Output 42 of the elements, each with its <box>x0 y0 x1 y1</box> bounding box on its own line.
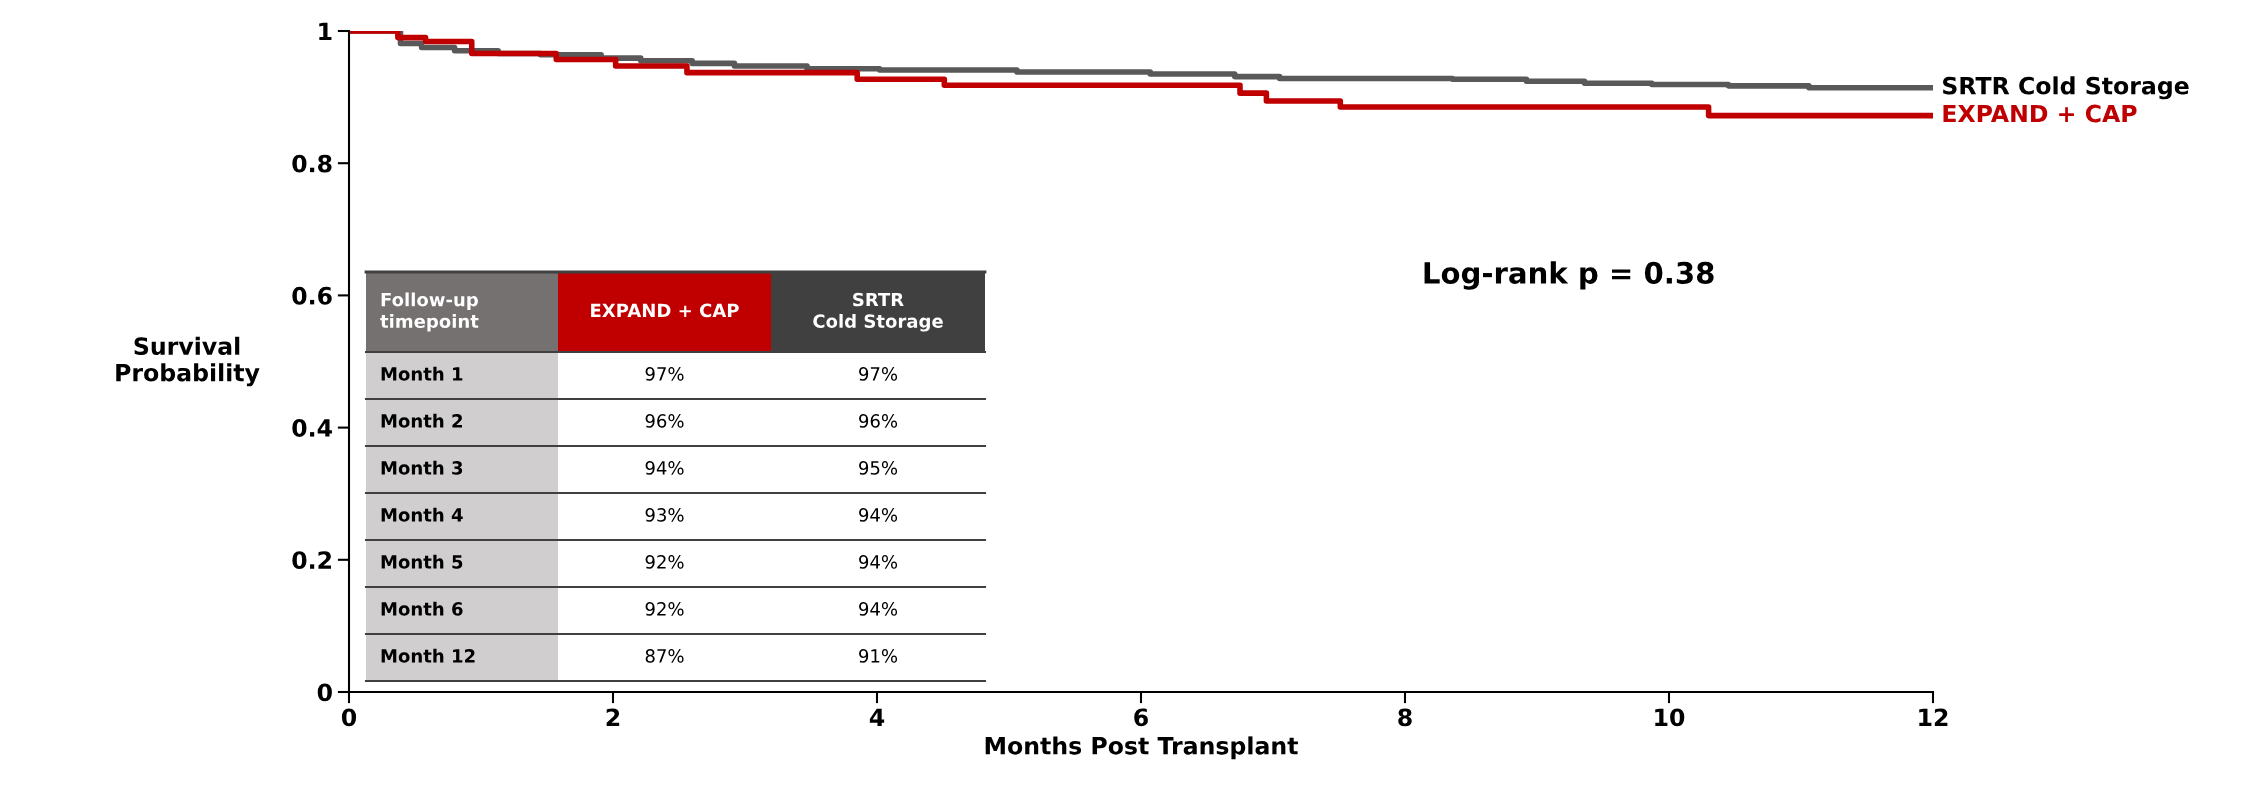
annotation: 94% <box>859 508 898 522</box>
annotation: 92% <box>645 555 684 569</box>
annotation: 91% <box>859 649 898 663</box>
y-tick-label: 0 <box>317 683 332 702</box>
annotation: 96% <box>859 414 898 428</box>
x-tick-label: 2 <box>606 708 620 726</box>
x-tick-label: 6 <box>1134 708 1148 727</box>
annotation: Month 3 <box>381 460 463 475</box>
annotation: 94% <box>859 555 898 569</box>
annotation: EXPAND + CAP <box>591 303 739 318</box>
annotation: 92% <box>645 602 684 616</box>
annotation: 93% <box>645 508 684 522</box>
x-tick-label: 0 <box>341 708 357 727</box>
x-tick-label: 12 <box>1919 708 1948 726</box>
y-tick-label: 0.8 <box>292 154 332 173</box>
annotation: Month 2 <box>381 413 462 428</box>
series-label: EXPAND + CAP <box>1943 104 2137 123</box>
annotation: 87% <box>645 649 684 663</box>
annotation: SRTR Cold Storage <box>813 292 943 332</box>
annotation: Log-rank p = 0.38 <box>1424 261 1714 290</box>
y-tick-label: 1 <box>319 22 332 40</box>
annotation: 94% <box>859 602 898 616</box>
y-tick-label: 0.6 <box>292 286 332 305</box>
annotation: Follow-up timepoint <box>380 292 479 332</box>
y-tick-label: 0.2 <box>292 551 331 570</box>
annotation: Month 4 <box>381 507 463 522</box>
x-tick-label: 4 <box>869 708 885 726</box>
annotation: 97% <box>645 367 684 381</box>
annotation: 96% <box>645 414 684 428</box>
x-tick-label: 10 <box>1655 708 1685 727</box>
annotation: 97% <box>859 367 898 381</box>
y-tick-label: 0.4 <box>292 419 332 437</box>
annotation: Month 5 <box>381 554 463 569</box>
annotation: Month 1 <box>381 366 463 381</box>
y-axis-title: Survival Probability <box>116 336 260 387</box>
annotation: 94% <box>645 461 684 475</box>
annotation: Month 12 <box>381 648 475 663</box>
annotation: Month 6 <box>381 601 463 616</box>
x-tick-label: 8 <box>1398 708 1412 727</box>
annotation: 95% <box>859 461 898 475</box>
series-label: SRTR Cold Storage <box>1943 76 2189 100</box>
x-axis-title: Months Post Transplant <box>985 736 1298 760</box>
